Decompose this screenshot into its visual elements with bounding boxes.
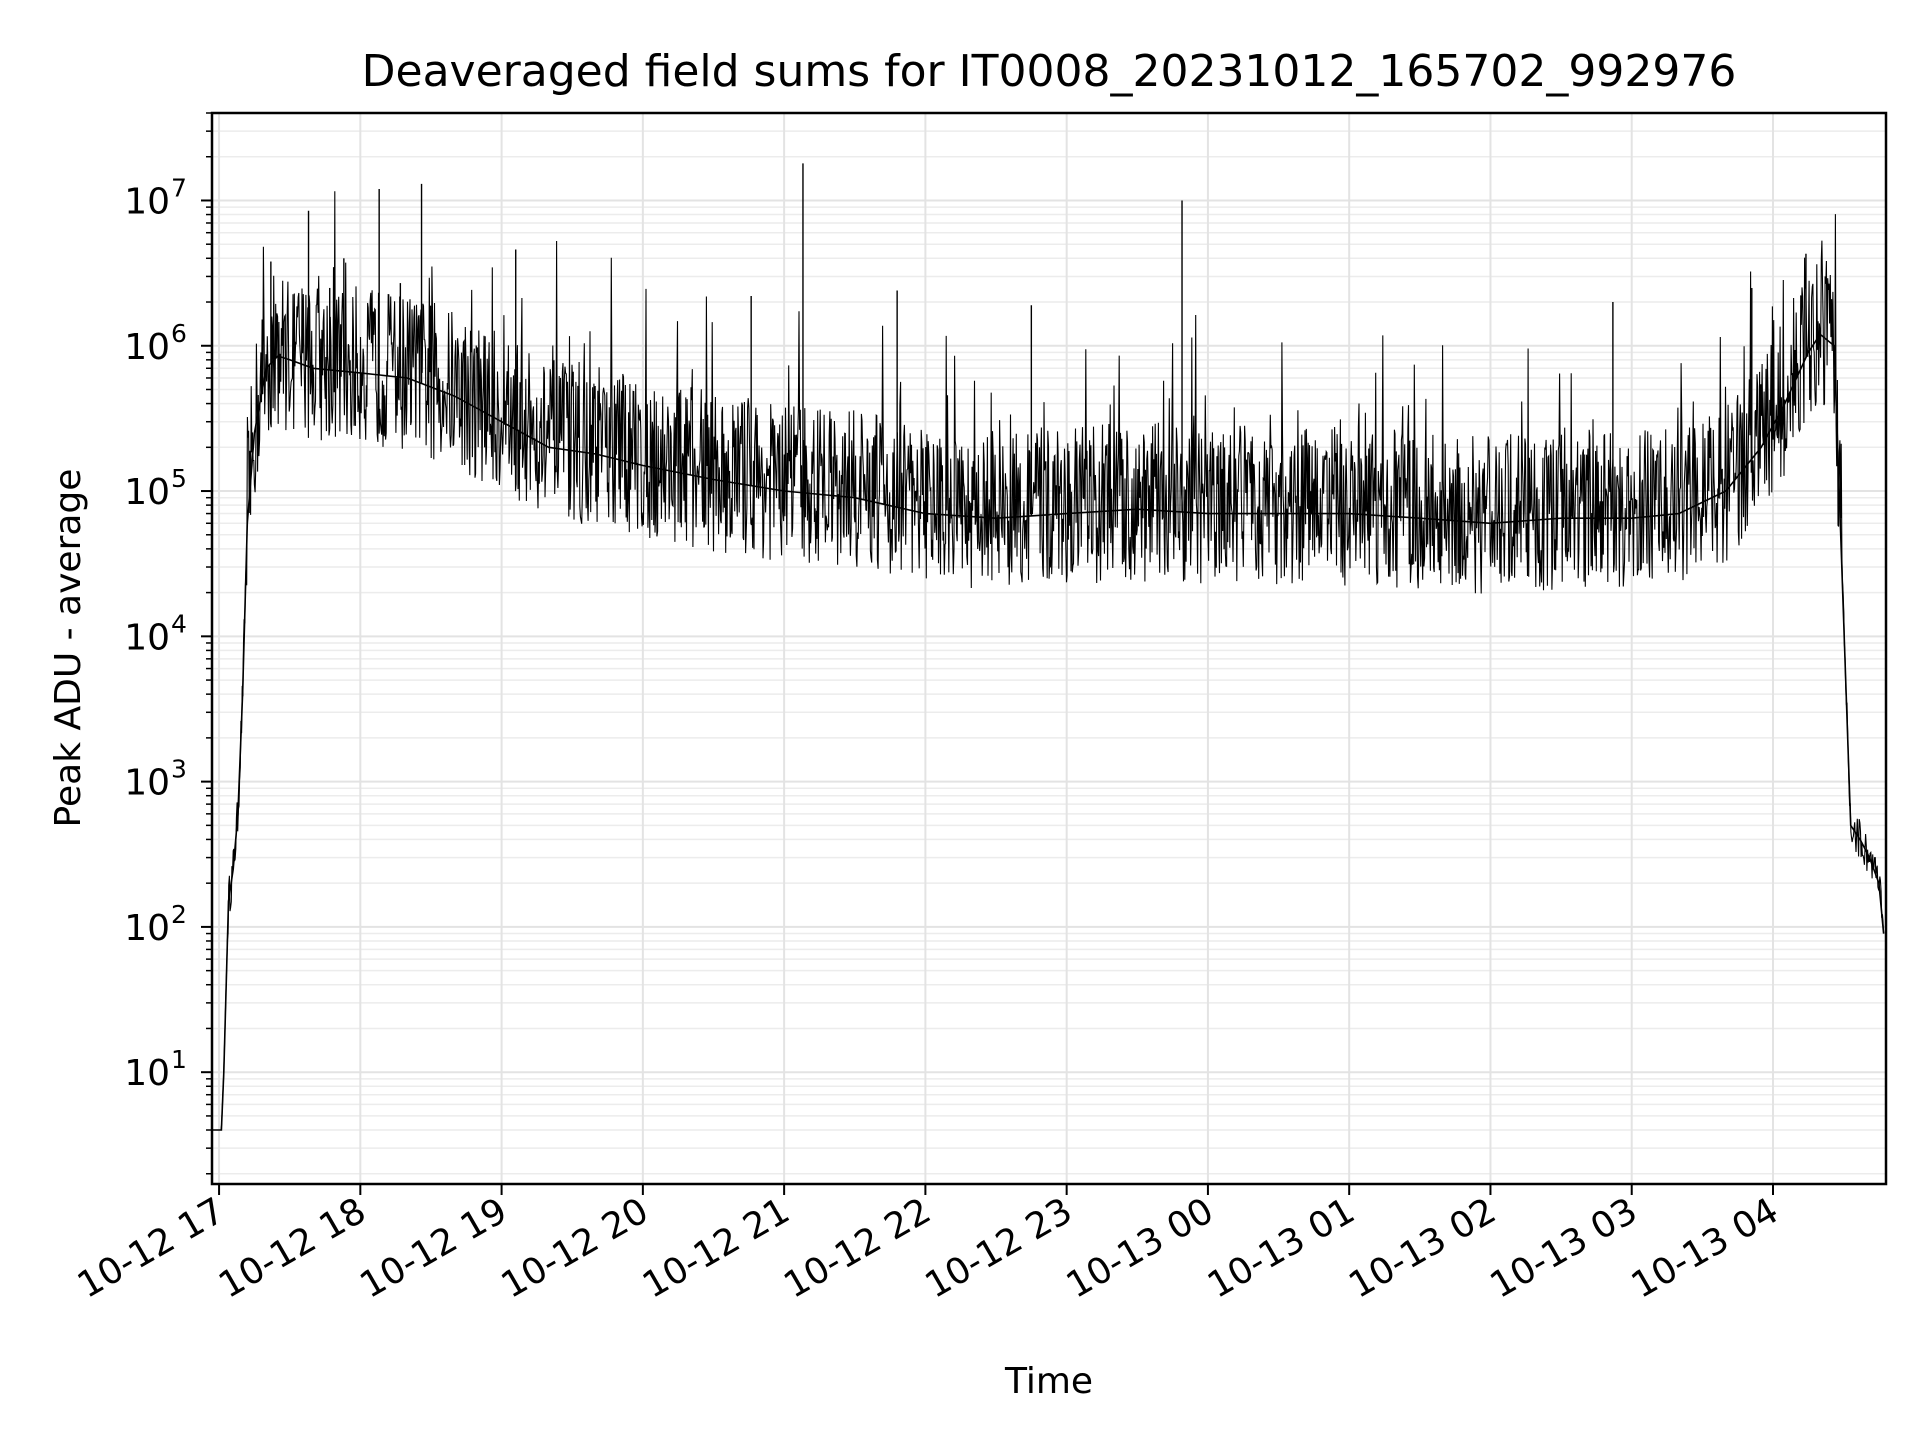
- y-tick-label: 10: [124, 908, 170, 949]
- y-tick-label: 10: [124, 181, 170, 222]
- y-tick-label: 10: [124, 1053, 170, 1094]
- y-tick-exponent: 5: [171, 464, 187, 493]
- y-tick-exponent: 3: [171, 755, 187, 784]
- y-tick-label: 10: [124, 763, 170, 804]
- y-tick-exponent: 4: [171, 609, 187, 638]
- y-tick-label: 10: [124, 617, 170, 658]
- y-tick-exponent: 7: [171, 173, 187, 202]
- y-tick-label: 10: [124, 327, 170, 368]
- plot-frame: [210, 111, 1888, 1186]
- y-tick-label: 10: [124, 472, 170, 513]
- y-tick-exponent: 6: [171, 319, 187, 348]
- series-noise: [212, 191, 1885, 1131]
- y-tick-exponent: 2: [171, 900, 187, 929]
- data-series: [212, 163, 1885, 1131]
- x-axis-label: Time: [1004, 1361, 1093, 1402]
- y-axis-label: Peak ADU - average: [48, 469, 89, 828]
- y-tick-exponent: 1: [171, 1045, 187, 1074]
- chart-title: Deaveraged field sums for IT0008_2023101…: [362, 46, 1737, 97]
